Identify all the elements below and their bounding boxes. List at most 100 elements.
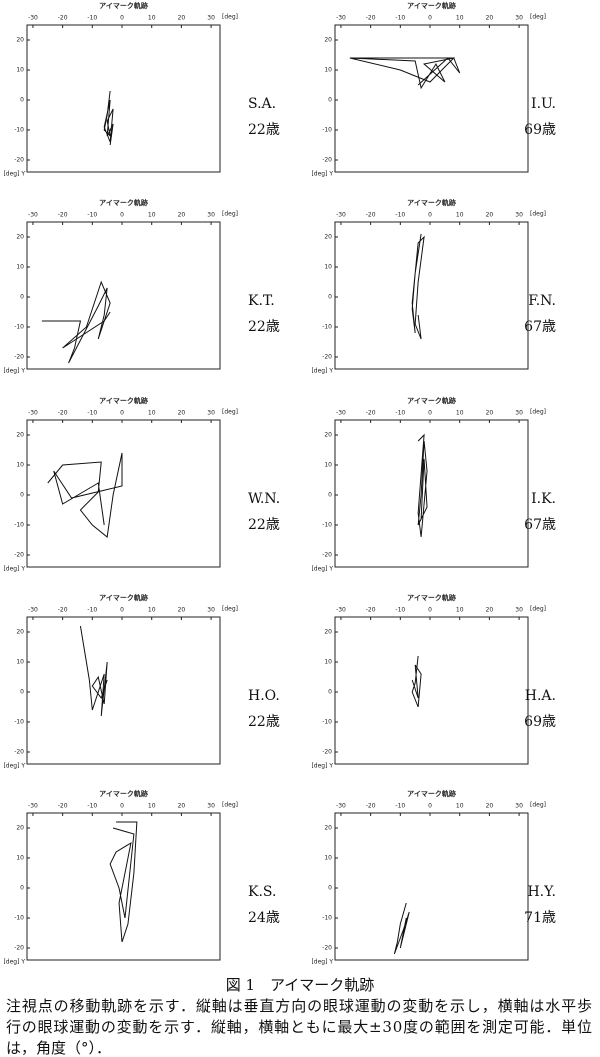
plot-title: アイマーク軌跡: [99, 1, 148, 10]
y-tick-label: -10: [322, 522, 332, 529]
plot-title: アイマーク軌跡: [99, 396, 148, 405]
eye-trace: [79, 625, 108, 717]
eye-trace: [393, 902, 410, 955]
y-tick-label: -20: [14, 354, 24, 361]
x-tick-label: 30: [515, 212, 523, 219]
x-tick-label: 30: [515, 607, 523, 614]
x-unit: [deg]: [530, 211, 546, 218]
y-unit: [deg] Y: [311, 959, 333, 966]
plot-frame: [26, 24, 221, 173]
plot-title: アイマーク軌跡: [99, 593, 148, 602]
x-unit: [deg]: [530, 606, 546, 613]
subject-label: H.Y.: [527, 884, 556, 900]
plot-frame: [26, 616, 221, 765]
y-tick-label: 20: [324, 234, 332, 241]
y-tick-label: 20: [324, 825, 332, 832]
plot-frame: [334, 616, 529, 765]
x-unit: [deg]: [222, 211, 238, 218]
y-tick-label: 10: [324, 264, 332, 271]
x-tick-label: 20: [178, 410, 186, 417]
y-tick-label: -20: [322, 552, 332, 559]
x-tick-label: -30: [28, 212, 38, 219]
caption-title: 図 1 アイマーク軌跡: [226, 976, 375, 994]
x-tick-label: 0: [428, 607, 432, 614]
x-tick-label: 20: [178, 212, 186, 219]
x-tick-label: -20: [366, 607, 376, 614]
y-unit: [deg] Y: [311, 763, 333, 770]
x-unit: [deg]: [530, 409, 546, 416]
y-unit: [deg] Y: [311, 566, 333, 573]
y-unit: [deg] Y: [3, 368, 25, 375]
y-tick-label: 0: [328, 97, 332, 104]
y-tick-label: 10: [16, 67, 24, 74]
y-tick-label: 20: [324, 432, 332, 439]
y-tick-label: 0: [328, 294, 332, 301]
y-tick-label: 10: [324, 659, 332, 666]
y-tick-label: -20: [322, 157, 332, 164]
x-tick-label: -10: [395, 15, 405, 22]
x-tick-label: 10: [148, 607, 156, 614]
y-unit: [deg] Y: [3, 763, 25, 770]
caption-line: は，角度（°）．: [6, 1039, 111, 1057]
y-tick-label: 0: [328, 689, 332, 696]
x-tick-label: 20: [486, 15, 494, 22]
x-tick-label: -30: [336, 15, 346, 22]
x-unit: [deg]: [530, 802, 546, 809]
x-tick-label: 10: [148, 410, 156, 417]
x-tick-label: -30: [336, 410, 346, 417]
x-tick-label: -10: [87, 803, 97, 810]
x-tick-label: 0: [120, 410, 124, 417]
y-tick-label: 10: [324, 462, 332, 469]
y-unit: [deg] Y: [311, 171, 333, 178]
plot-title: アイマーク軌跡: [407, 789, 456, 798]
plot-title: アイマーク軌跡: [407, 198, 456, 207]
y-tick-label: -10: [14, 522, 24, 529]
x-tick-label: -20: [366, 410, 376, 417]
plot-frame: [334, 419, 529, 568]
y-tick-label: 0: [20, 689, 24, 696]
y-tick-label: -10: [322, 324, 332, 331]
y-tick-label: -10: [14, 324, 24, 331]
y-tick-label: 0: [328, 885, 332, 892]
eye-trace: [417, 433, 428, 538]
x-tick-label: 10: [148, 15, 156, 22]
x-tick-label: 20: [486, 410, 494, 417]
x-tick-label: -30: [28, 410, 38, 417]
y-tick-label: 0: [20, 885, 24, 892]
x-tick-label: -30: [28, 15, 38, 22]
x-tick-label: -10: [87, 410, 97, 417]
x-tick-label: 20: [178, 15, 186, 22]
age-label: 22歳: [248, 319, 280, 335]
x-tick-label: 10: [456, 15, 464, 22]
age-label: 69歳: [524, 714, 556, 730]
plot-frame: [334, 221, 529, 370]
plot-title: アイマーク軌跡: [407, 593, 456, 602]
x-tick-label: -20: [58, 803, 68, 810]
x-tick-label: 0: [120, 212, 124, 219]
subject-label: F.N.: [528, 293, 556, 309]
caption-line: 注視点の移動軌跡を示す．縦軸は垂直方向の眼球運動の変動を示し，横軸は水平歩: [6, 997, 592, 1015]
x-tick-label: 10: [456, 803, 464, 810]
y-tick-label: -20: [14, 749, 24, 756]
plot-title: アイマーク軌跡: [407, 1, 456, 10]
subject-label: H.O.: [248, 688, 280, 704]
y-tick-label: -20: [322, 354, 332, 361]
x-tick-label: -10: [395, 410, 405, 417]
x-tick-label: -30: [336, 803, 346, 810]
x-tick-label: -20: [58, 15, 68, 22]
plot-frame: [26, 419, 221, 568]
y-tick-label: 20: [324, 629, 332, 636]
x-unit: [deg]: [530, 14, 546, 21]
x-tick-label: -20: [58, 410, 68, 417]
eye-trace: [411, 233, 425, 340]
subject-label: H.A.: [525, 688, 556, 704]
y-tick-label: 10: [16, 462, 24, 469]
y-unit: [deg] Y: [311, 368, 333, 375]
caption-line: 行の眼球運動の変動を示す．縦軸，横軸ともに最大±30度の範囲を測定可能．単位: [6, 1018, 592, 1036]
x-tick-label: 0: [120, 803, 124, 810]
x-tick-label: -20: [366, 803, 376, 810]
x-tick-label: -10: [395, 212, 405, 219]
y-tick-label: 0: [328, 492, 332, 499]
y-tick-label: -10: [14, 127, 24, 134]
y-tick-label: -10: [14, 915, 24, 922]
